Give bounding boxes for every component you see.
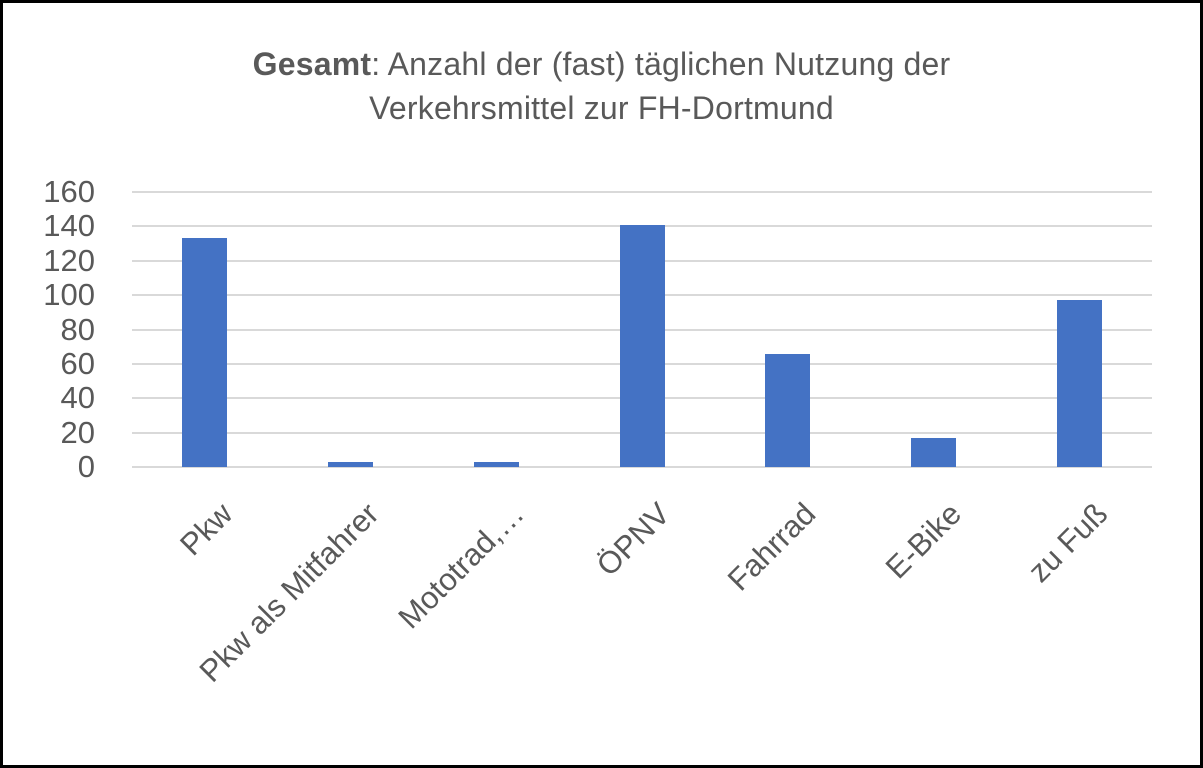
x-tick-label: Fahrrad [720,496,823,598]
y-tick-label: 20 [60,414,95,450]
x-tick-label: Mototrad,… [391,496,532,636]
x-tick-label: E-Bike [878,496,969,586]
y-tick-label: 140 [43,208,95,244]
x-tick-label: ÖPNV [589,496,677,583]
bar [910,437,956,467]
gridline [132,466,1152,468]
y-tick-label: 120 [43,242,95,278]
y-tick-label: 100 [43,277,95,313]
bar [182,238,228,467]
bar [473,461,519,467]
x-tick-label: Pkw [173,496,240,563]
chart-title: Gesamt: Anzahl der (fast) täglichen Nutz… [0,42,1203,130]
y-tick-label: 40 [60,380,95,416]
y-tick-label: 0 [77,449,95,484]
chart-title-rest: : Anzahl der (fast) täglichen Nutzung de… [371,46,951,82]
gridline [132,191,1152,193]
bar [328,461,374,467]
bar [1056,300,1102,467]
chart-title-bold: Gesamt [252,46,372,82]
bar [765,353,811,467]
chart-title-line2: Verkehrsmittel zur FH-Dortmund [369,90,834,126]
bar [619,224,665,467]
chart-title-line1: Gesamt: Anzahl der (fast) täglichen Nutz… [0,42,1203,86]
y-tick-label: 60 [60,345,95,381]
x-tick-label: zu Fuß [1020,496,1114,589]
y-tick-label: 160 [43,174,95,209]
y-tick-label: 80 [60,311,95,347]
